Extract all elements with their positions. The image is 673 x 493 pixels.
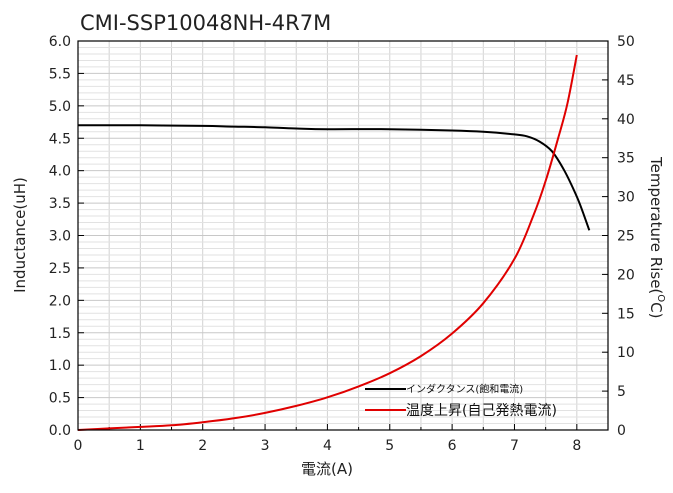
y-left-tick-label: 3.0: [49, 229, 71, 245]
legend-entry-inductance-label: インダクタンス(飽和電流): [406, 383, 523, 396]
y-right-tick-label: 25: [617, 229, 635, 245]
series-lines: [77, 54, 591, 431]
y-left-tick-label: 0.0: [49, 423, 71, 439]
chart-title: CMI-SSP10048NH-4R7M: [80, 11, 331, 35]
y-left-tick-label: 1.0: [49, 358, 71, 374]
y-left-tick-label: 3.5: [49, 196, 71, 212]
y-right-tick-label: 50: [617, 34, 635, 50]
y-axis-right-label-unit: C): [647, 302, 665, 318]
y-right-tick-label: 35: [617, 151, 635, 167]
y-right-tick-label: 0: [617, 423, 626, 439]
y-axis-right-label-degree: O: [655, 294, 666, 302]
y-right-tick-label: 45: [617, 73, 635, 89]
legend: インダクタンス(飽和電流) 温度上昇(自己発熱電流): [365, 383, 557, 419]
x-tick-label: 1: [136, 438, 145, 454]
legend-entry-temperature-label: 温度上昇(自己発熱電流): [406, 403, 557, 419]
y-left-tick-label: 4.0: [49, 164, 71, 180]
y-left-tick-label: 2.5: [49, 261, 71, 277]
x-tick-label: 6: [448, 438, 457, 454]
y-left-tick-label: 4.5: [49, 131, 71, 147]
y-left-tick-label: 0.5: [49, 391, 71, 407]
y-axis-right-label-main: Temperature Rise(: [647, 156, 665, 294]
y-left-tick-label: 5.5: [49, 66, 71, 82]
axis-ticks: 0 1 2 3 4 5 6 7 80.00.51.01.52.02.53.03.54.04.55…: [49, 34, 635, 454]
x-tick-label: 3: [261, 438, 270, 454]
y-right-tick-label: 40: [617, 112, 635, 128]
y-right-tick-label: 15: [617, 306, 635, 322]
series-line-temperature: [77, 54, 578, 431]
y-left-tick-label: 6.0: [49, 34, 71, 50]
y-left-tick-label: 2.0: [49, 293, 71, 309]
x-axis-label: 電流(A): [301, 460, 353, 478]
x-tick-label: 7: [510, 438, 519, 454]
grid-lines: [78, 41, 608, 430]
x-tick-label: 5: [385, 438, 394, 454]
y-right-tick-label: 30: [617, 190, 635, 206]
x-tick-label: 8: [572, 438, 581, 454]
y-axis-left-label: Inductance(uH): [11, 177, 29, 293]
y-axis-right-label: Temperature Rise(OC): [647, 156, 666, 318]
y-left-tick-label: 5.0: [49, 99, 71, 115]
plot-frame: [77, 40, 609, 431]
y-right-tick-label: 5: [617, 384, 626, 400]
x-tick-label: 4: [323, 438, 332, 454]
y-right-tick-label: 20: [617, 267, 635, 283]
y-right-tick-label: 10: [617, 345, 635, 361]
series-line-inductance: [77, 124, 591, 231]
x-tick-label: 2: [198, 438, 207, 454]
y-left-tick-label: 1.5: [49, 326, 71, 342]
x-tick-label: 0: [74, 438, 83, 454]
